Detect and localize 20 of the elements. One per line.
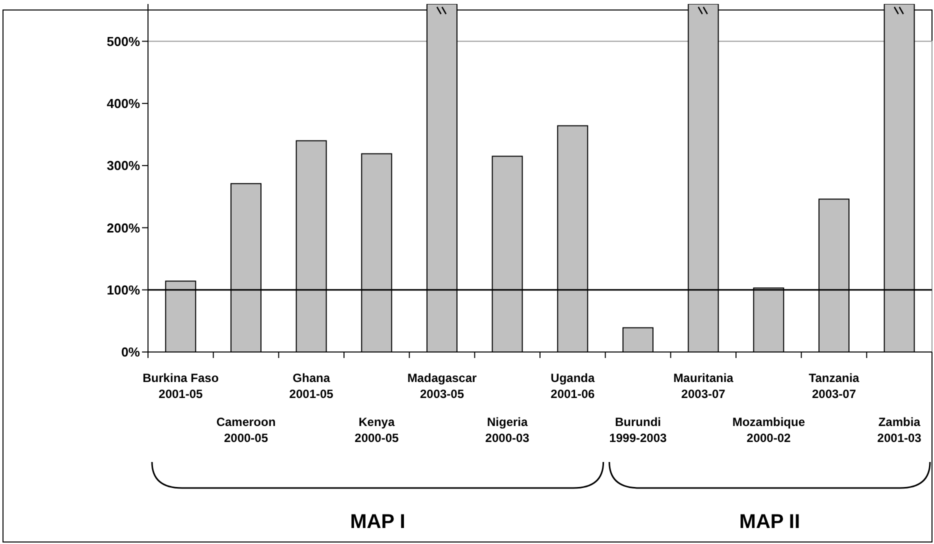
x-tick-label: Uganda 2001-06 — [550, 371, 596, 401]
x-tick-label: Burkina Faso 2001-05 — [142, 371, 219, 401]
y-tick-label: 0% — [121, 344, 140, 360]
x-tick-label: Zambia 2001-03 — [877, 415, 922, 445]
x-tick-label: Cameroon 2000-05 — [216, 415, 276, 445]
x-tick-label: Mauritania 2003-07 — [673, 371, 734, 401]
y-tick-label: 500% — [106, 34, 140, 49]
x-tick-label: Kenya 2000-05 — [354, 415, 400, 445]
y-tick-label: 400% — [106, 96, 140, 112]
text: MAP I — [350, 511, 406, 533]
y-tick-label: 200% — [106, 220, 140, 236]
x-tick-label: Nigeria 2000-03 — [485, 415, 530, 445]
y-tick-label: 100% — [106, 282, 140, 298]
y-tick-label: 300% — [106, 158, 140, 174]
text: MAP II — [739, 511, 800, 533]
x-tick-label: Ghana 2001-05 — [289, 371, 334, 401]
x-tick-label: Burundi 1999-2003 — [609, 415, 668, 445]
x-tick-label: Tanzania 2003-07 — [808, 371, 860, 401]
x-tick-label: Mozambique 2000-02 — [732, 415, 806, 445]
x-tick-label: Madagascar 2003-05 — [407, 371, 478, 401]
